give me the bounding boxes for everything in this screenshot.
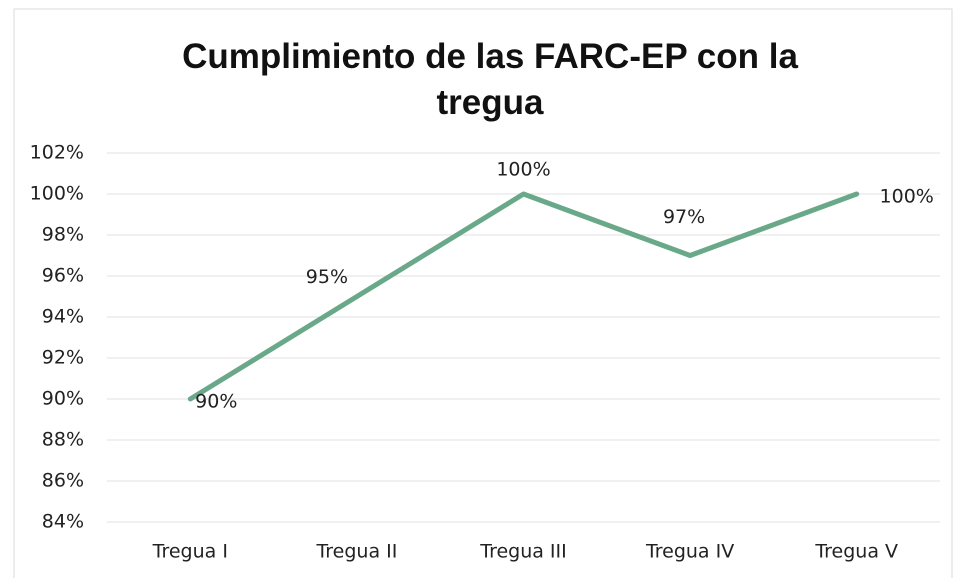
chart-title: Cumplimiento de las FARC-EP con la tregu…	[182, 37, 798, 122]
y-tick-label: 100%	[30, 183, 84, 205]
y-tick-label: 96%	[42, 265, 84, 287]
y-tick-label: 102%	[30, 142, 84, 164]
data-label: 100%	[880, 186, 934, 208]
x-tick-label: Tregua II	[315, 541, 397, 563]
chart-border	[13, 8, 953, 578]
y-tick-label: 94%	[42, 306, 84, 328]
y-tick-label: 86%	[42, 470, 84, 492]
x-tick-label: Tregua V	[814, 541, 898, 563]
data-line	[187, 191, 860, 402]
data-label: 97%	[663, 206, 705, 228]
y-tick-label: 84%	[42, 511, 84, 533]
y-tick-label: 98%	[42, 224, 84, 246]
x-tick-label: Tregua III	[479, 541, 567, 563]
x-tick-label: Tregua I	[152, 541, 228, 563]
x-tick-label: Tregua IV	[645, 541, 734, 563]
y-tick-label: 88%	[42, 429, 84, 451]
y-tick-label: 92%	[42, 347, 84, 369]
data-label: 90%	[195, 391, 237, 413]
y-tick-label: 90%	[42, 388, 84, 410]
data-label: 100%	[496, 159, 550, 181]
data-label: 95%	[306, 266, 348, 288]
